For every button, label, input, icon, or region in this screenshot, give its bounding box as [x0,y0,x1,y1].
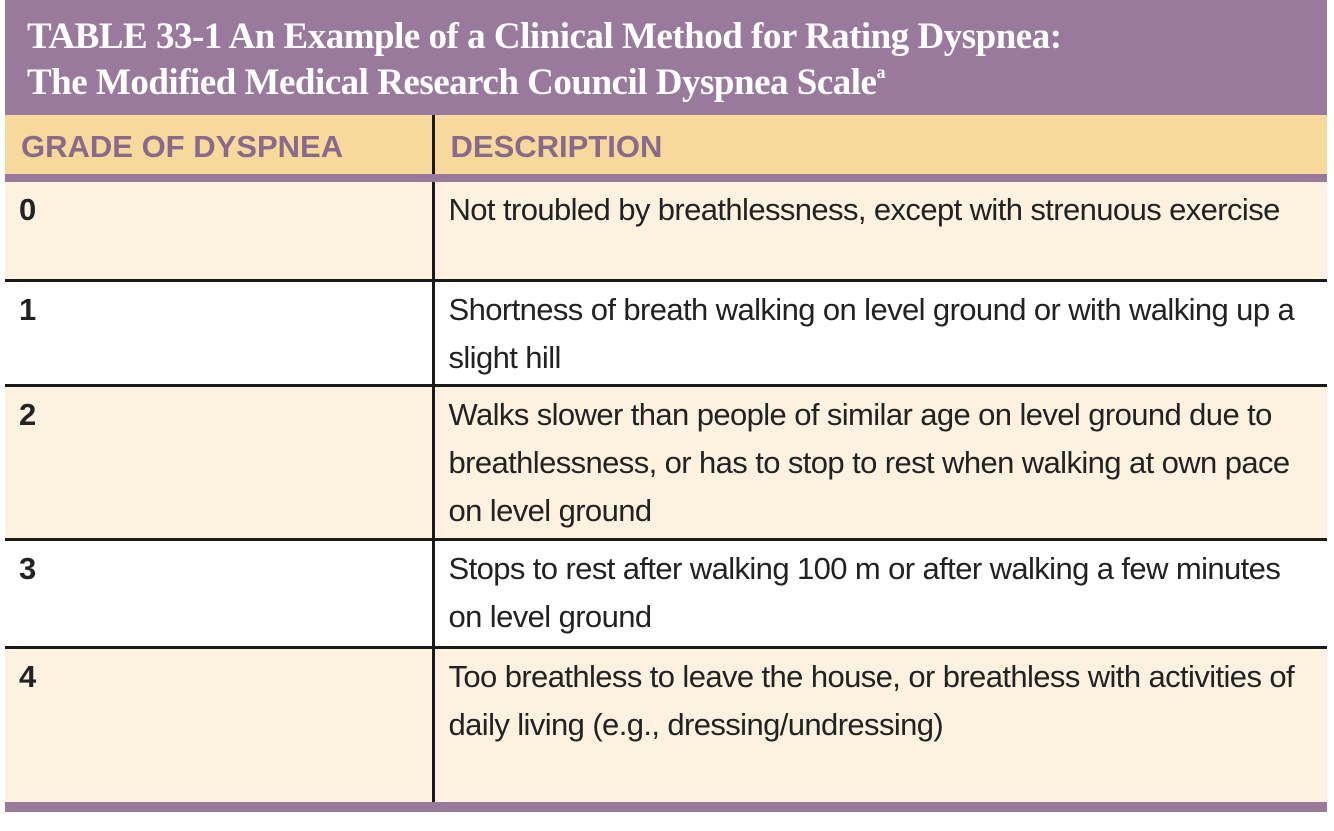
title-note: a [876,62,885,82]
grade-cell: 2 [5,385,435,541]
grade-cell: 4 [5,647,435,812]
header-row: GRADE OF DYSPNEA DESCRIPTION [5,115,1327,182]
column-header: DESCRIPTION [433,115,1327,182]
table-figure: TABLE 33-1 An Example of a Clinical Meth… [5,0,1327,826]
description-cell: Shortness of breath walking on level gro… [433,280,1327,387]
description-cell: Too breathless to leave the house, or br… [433,647,1327,812]
table-title: TABLE 33-1 An Example of a Clinical Meth… [5,0,1327,115]
table-row: 4 Too breathless to leave the house, or b… [5,647,1327,812]
description-cell: Walks slower than people of similar age … [433,385,1327,541]
table-row: 0 Not troubled by breathlessness, except … [5,178,1327,282]
title-line: The Modified Medical Research Council Dy… [27,60,1327,106]
table-row: 3 Stops to rest after walking 100 m or af… [5,539,1327,649]
description-cell: Stops to rest after walking 100 m or aft… [433,539,1327,649]
grade-cell: 3 [5,539,435,649]
title-text: The Modified Medical Research Council Dy… [27,62,877,103]
description-cell: Not troubled by breathlessness, except w… [433,178,1327,282]
table-row: 2 Walks slower than people of similar age… [5,385,1327,541]
grade-cell: 1 [5,280,435,387]
title-line: TABLE 33-1 An Example of a Clinical Meth… [27,16,1062,57]
column-header: GRADE OF DYSPNEA [5,115,435,182]
grade-cell: 0 [5,178,435,282]
table-body: 0 Not troubled by breathlessness, except … [5,178,1327,812]
table-row: 1 Shortness of breath walking on level gr… [5,280,1327,387]
dyspnea-table: GRADE OF DYSPNEA DESCRIPTION 0 Not troubl… [5,115,1327,812]
